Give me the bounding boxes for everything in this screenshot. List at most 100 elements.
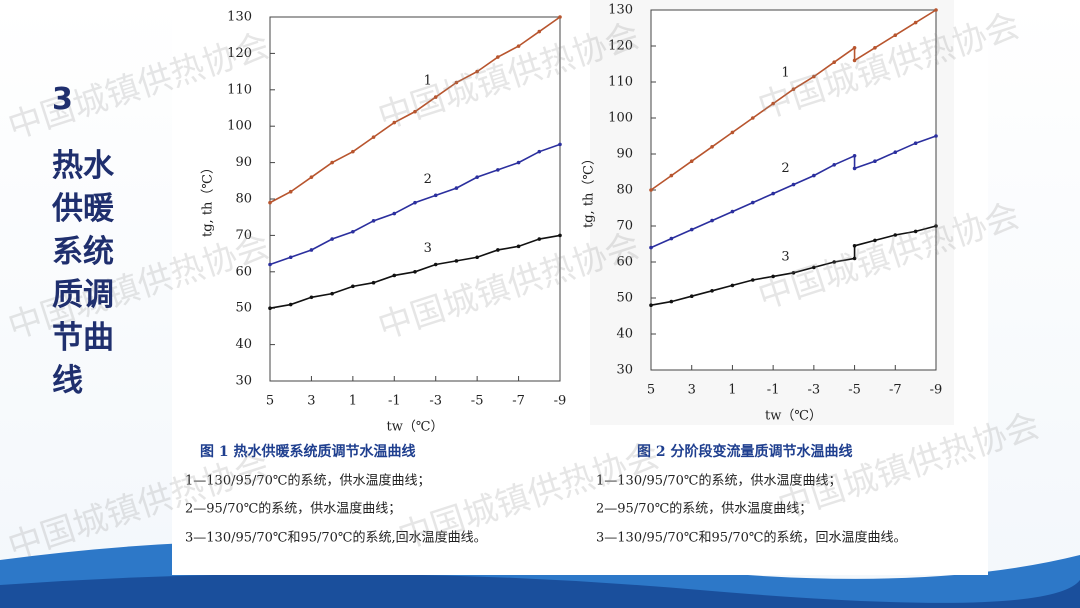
point [351,229,355,234]
slide-number: 3 [52,82,73,117]
point [496,248,500,252]
y-tick-label: 90 [616,147,633,162]
x-tick-label: -3 [429,394,442,409]
point [475,175,479,179]
point [537,237,542,241]
point [913,141,918,145]
point [832,260,837,264]
series-label: 3 [781,249,789,264]
point [669,173,674,178]
wave [0,573,1080,608]
x-tick-label: -5 [471,394,484,409]
point [771,191,775,196]
y-tick-label: 60 [235,264,252,279]
note: 2—95/70℃的系统，供水温度曲线； [596,501,812,517]
point [516,160,521,165]
y-axis-label: tg, th（℃） [582,152,597,228]
x-tick-label: -9 [930,383,943,398]
point [873,159,877,163]
series-line [650,225,937,306]
y-tick-label: 50 [235,301,252,316]
point [750,116,755,120]
y-tick-label: 60 [616,255,633,270]
point [873,46,877,50]
point [330,291,334,296]
point [710,289,714,293]
y-tick-label: 90 [235,155,252,170]
y-tick-label: 110 [227,82,252,97]
point [558,142,562,147]
y-axis-label: tg, th（℃） [201,161,216,237]
point [689,159,694,163]
point [750,278,755,282]
point [288,189,293,194]
point [413,270,417,274]
point [852,154,857,158]
point [330,237,334,241]
point [309,248,314,252]
x-tick-label: 5 [647,383,655,398]
point [558,15,562,19]
x-axis-label: tw（℃） [765,409,822,424]
y-tick-label: 40 [235,337,252,352]
x-tick-label: -3 [808,383,821,398]
point [710,145,714,149]
point [812,173,816,178]
x-tick-label: -1 [388,394,401,409]
point [771,274,775,279]
point [496,168,500,172]
point [371,135,376,139]
point [392,211,397,216]
point [309,295,314,300]
point [288,302,293,307]
point [812,265,816,270]
point [934,224,938,228]
note: 3—130/95/70℃和95/70℃的系统，回水温度曲线。 [596,530,906,546]
point [413,109,417,114]
y-tick-label: 80 [235,192,252,207]
point [392,273,397,278]
point [750,200,755,205]
point [351,284,355,289]
point [454,259,459,263]
point [791,271,796,275]
y-tick-label: 80 [616,183,633,198]
point [934,134,938,138]
series-label: 2 [781,161,789,176]
point [812,74,816,79]
point [288,255,293,260]
point [516,244,521,249]
point [852,166,857,171]
point [832,163,837,167]
point [852,256,857,261]
point [791,182,796,187]
point [433,262,438,267]
point [771,101,775,106]
note: 1—130/95/70℃的系统，供水温度曲线； [596,473,841,489]
point [913,229,918,234]
series-label: 3 [424,241,432,256]
x-tick-label: 1 [349,394,357,409]
point [413,200,417,205]
y-tick-label: 30 [616,363,633,378]
point [475,69,479,74]
point [852,244,857,248]
series-label: 1 [781,66,789,81]
point [873,238,877,243]
x-tick-label: -7 [889,383,902,398]
y-tick-label: 70 [235,228,252,243]
point [689,294,694,299]
x-tick-label: 3 [307,394,315,409]
point [475,255,479,260]
point [649,303,653,308]
point [268,306,272,311]
x-tick-label: -7 [512,394,525,409]
x-tick-label: -5 [848,383,861,398]
point [893,233,898,237]
point [330,160,334,165]
slide-title: 热水供暖系统质调节曲线 [52,148,114,399]
point [852,58,857,63]
point [893,33,898,37]
x-axis-label: tw（℃） [387,420,444,435]
